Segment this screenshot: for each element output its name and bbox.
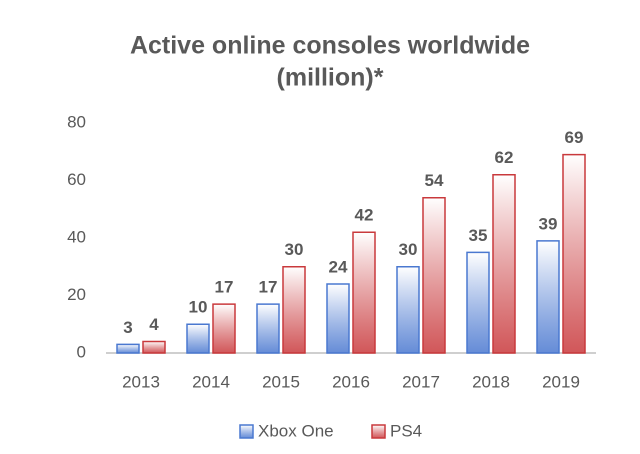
data-label: 39 bbox=[539, 214, 558, 233]
data-label: 42 bbox=[355, 206, 374, 225]
bar bbox=[142, 340, 166, 354]
bar bbox=[396, 266, 420, 354]
x-tick-label: 2015 bbox=[262, 372, 300, 391]
data-label: 24 bbox=[329, 257, 348, 276]
y-tick-label: 20 bbox=[67, 285, 86, 304]
chart-title: Active online consoles worldwide bbox=[130, 32, 530, 60]
bar bbox=[282, 266, 306, 354]
legend-label: PS4 bbox=[390, 421, 422, 440]
x-tick-label: 2018 bbox=[472, 372, 510, 391]
bar bbox=[422, 197, 446, 354]
data-label: 10 bbox=[189, 298, 208, 317]
data-label: 30 bbox=[285, 240, 304, 259]
legend-label: Xbox One bbox=[258, 421, 334, 440]
data-label: 62 bbox=[495, 148, 514, 167]
data-label: 30 bbox=[399, 240, 418, 259]
data-label: 17 bbox=[215, 278, 234, 297]
y-tick-label: 0 bbox=[77, 342, 86, 361]
bar bbox=[536, 240, 560, 354]
bar bbox=[326, 283, 350, 354]
bar bbox=[256, 303, 280, 354]
data-label: 3 bbox=[123, 318, 132, 337]
y-tick-label: 40 bbox=[67, 227, 86, 246]
x-tick-label: 2016 bbox=[332, 372, 370, 391]
bar bbox=[562, 153, 586, 354]
data-label: 54 bbox=[425, 171, 444, 190]
bar bbox=[466, 251, 490, 354]
x-tick-label: 2014 bbox=[192, 372, 230, 391]
data-label: 17 bbox=[259, 278, 278, 297]
y-tick-label: 60 bbox=[67, 170, 86, 189]
data-label: 4 bbox=[149, 315, 159, 334]
bar bbox=[352, 231, 376, 354]
bar bbox=[186, 323, 210, 354]
x-tick-label: 2013 bbox=[122, 372, 160, 391]
data-label: 69 bbox=[565, 128, 584, 147]
legend-swatch bbox=[371, 424, 386, 439]
legend-swatch bbox=[239, 424, 254, 439]
bar bbox=[492, 174, 516, 354]
bar bbox=[212, 303, 236, 354]
data-label: 35 bbox=[469, 226, 488, 245]
y-tick-label: 80 bbox=[67, 112, 86, 131]
x-tick-label: 2019 bbox=[542, 372, 580, 391]
chart-title: (million)* bbox=[277, 64, 384, 92]
x-tick-label: 2017 bbox=[402, 372, 440, 391]
bar bbox=[116, 343, 140, 354]
